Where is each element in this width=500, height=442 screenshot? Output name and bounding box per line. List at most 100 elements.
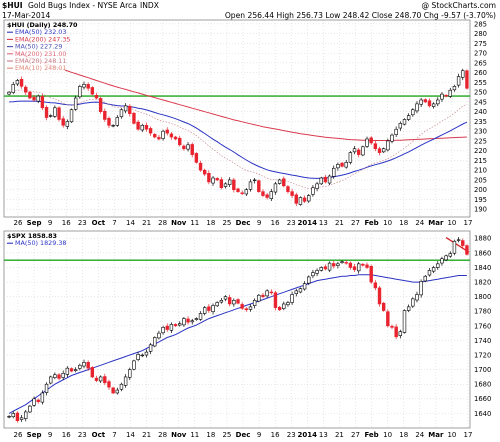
candle-up xyxy=(415,294,419,301)
y-tick-label: 1700 xyxy=(474,366,491,374)
candle-up xyxy=(190,320,194,323)
candle-up xyxy=(298,288,303,293)
candle-up xyxy=(282,303,286,309)
x-tick-label: 21 xyxy=(142,431,151,439)
candle-up xyxy=(24,411,28,419)
candle-up xyxy=(182,318,186,326)
candle-down xyxy=(357,149,361,155)
candle-up xyxy=(448,89,452,97)
candle-down xyxy=(136,121,140,130)
x-tick-label: Mar xyxy=(428,219,444,227)
candle-up xyxy=(40,392,45,403)
candle-up xyxy=(73,97,78,110)
ema20-line xyxy=(9,89,468,189)
candle-up xyxy=(419,99,423,105)
y-tick-label: 195 xyxy=(474,196,487,204)
candle-up xyxy=(344,162,348,168)
candle-down xyxy=(182,145,186,150)
candle-up xyxy=(327,262,332,271)
candle-down xyxy=(90,367,95,378)
candle-up xyxy=(411,298,415,307)
candle-down xyxy=(236,299,240,304)
candle-up xyxy=(82,362,86,367)
candle-up xyxy=(394,128,398,135)
candle-down xyxy=(28,91,32,99)
candle-up xyxy=(78,86,82,98)
candle-down xyxy=(86,362,90,369)
candle-down xyxy=(386,311,390,327)
x-tick-label: 10 xyxy=(383,219,392,227)
candle-down xyxy=(282,178,286,187)
y-tick-label: 215 xyxy=(474,157,487,165)
candle-down xyxy=(190,144,194,155)
candle-up xyxy=(315,270,319,274)
x-tick-label: 13 xyxy=(319,219,328,227)
candle-up xyxy=(232,300,236,305)
y-tick-label: 245 xyxy=(474,98,487,106)
legend-item: EMA(200) 247.35 xyxy=(15,35,71,43)
candle-up xyxy=(456,76,461,86)
candle-down xyxy=(98,98,103,112)
candle-up xyxy=(336,263,340,266)
candle-up xyxy=(294,290,298,294)
candle-up xyxy=(456,239,461,241)
legend-box xyxy=(5,21,65,73)
candle-up xyxy=(440,258,444,264)
candle-down xyxy=(323,176,328,183)
x-tick-label: 23 xyxy=(287,219,296,227)
candle-up xyxy=(115,117,119,126)
candle-down xyxy=(24,86,28,93)
candle-down xyxy=(369,137,373,144)
candle-up xyxy=(136,354,140,360)
candle-up xyxy=(402,310,407,333)
candle-up xyxy=(406,115,411,120)
exchange-label: INDX xyxy=(140,1,159,10)
y-tick-label: 1840 xyxy=(474,264,491,272)
candle-up xyxy=(357,263,361,272)
candle-down xyxy=(86,84,90,89)
y-tick-label: 1860 xyxy=(474,249,491,257)
x-tick-label: 14 xyxy=(126,431,135,439)
candle-up xyxy=(444,255,448,261)
candle-down xyxy=(444,95,448,97)
y-tick-label: 270 xyxy=(474,50,487,58)
candle-up xyxy=(73,369,78,371)
candle-down xyxy=(269,291,273,294)
candle-down xyxy=(244,308,249,311)
candle-down xyxy=(361,263,365,266)
candle-up xyxy=(119,109,124,118)
candle-down xyxy=(207,306,211,311)
candle-down xyxy=(232,179,236,190)
candle-down xyxy=(165,325,169,330)
candle-down xyxy=(290,191,294,196)
x-tick-label: 2014 xyxy=(298,219,318,227)
x-tick-label: 23 xyxy=(78,431,87,439)
candle-up xyxy=(348,152,353,163)
candle-up xyxy=(386,140,390,151)
candle-down xyxy=(390,325,394,328)
y-tick-label: 1680 xyxy=(474,381,491,389)
candle-down xyxy=(103,110,107,120)
y-tick-label: 1800 xyxy=(474,293,491,301)
x-tick-label: 21 xyxy=(142,219,151,227)
candle-down xyxy=(144,125,149,130)
candle-up xyxy=(415,103,419,112)
x-tick-label: 26 xyxy=(14,431,23,439)
x-tick-label: 7 xyxy=(112,431,116,439)
candle-up xyxy=(248,181,253,190)
candle-up xyxy=(340,261,344,263)
candle-down xyxy=(207,173,211,183)
candle-up xyxy=(381,148,386,153)
trendline-down xyxy=(445,237,470,253)
candle-down xyxy=(427,100,432,107)
source-label: @ StockCharts.com xyxy=(421,1,496,10)
x-tick-label: 21 xyxy=(335,219,344,227)
candle-up xyxy=(252,179,257,182)
candle-down xyxy=(348,262,353,268)
candle-up xyxy=(448,253,452,257)
y-tick-label: 1760 xyxy=(474,322,491,330)
candle-up xyxy=(211,305,215,313)
x-tick-label: 24 xyxy=(415,431,424,439)
candle-down xyxy=(153,134,157,138)
